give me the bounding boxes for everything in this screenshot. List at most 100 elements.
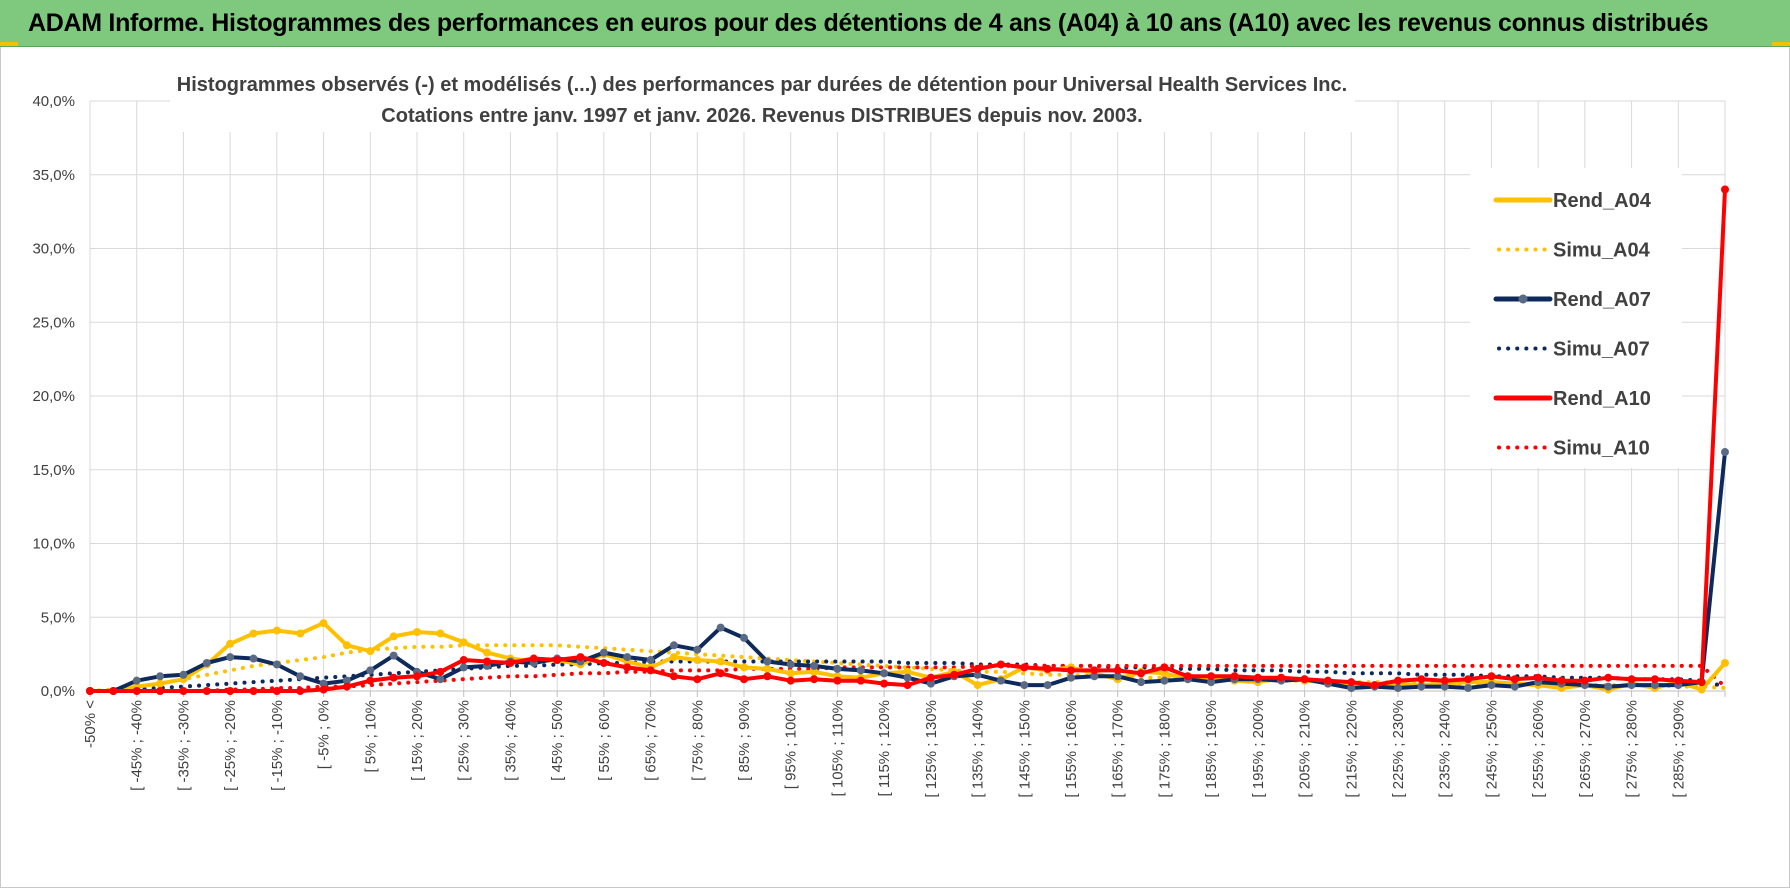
- data-point-rend-a10: [1090, 666, 1099, 675]
- data-point-rend-a04: [413, 628, 421, 636]
- legend-label-rend-a07: Rend_A07: [1553, 289, 1651, 311]
- x-tick-label: [ 75% ; 80%: [689, 700, 706, 781]
- data-point-rend-a07: [342, 676, 351, 685]
- data-point-rend-a10: [1674, 676, 1683, 685]
- data-point-rend-a10: [1370, 681, 1379, 690]
- chart-title-line1: Histogrammes observés (-) et modélisés (…: [177, 74, 1347, 96]
- data-point-rend-a10: [249, 687, 258, 695]
- data-point-rend-a10: [1207, 672, 1216, 681]
- data-point-rend-a04: [763, 664, 772, 673]
- data-point-rend-a10: [296, 687, 305, 695]
- data-point-rend-a07: [1510, 682, 1519, 691]
- data-point-rend-a10: [1253, 673, 1262, 682]
- data-point-rend-a10: [786, 676, 795, 685]
- x-tick-label: [ 185% ; 190%: [1203, 700, 1220, 798]
- data-point-rend-a10: [1440, 676, 1449, 685]
- x-tick-label: [ 205% ; 210%: [1297, 700, 1314, 798]
- data-point-rend-a10: [86, 687, 94, 695]
- data-point-rend-a10: [156, 687, 165, 695]
- data-point-rend-a07: [810, 661, 819, 670]
- data-point-rend-a10: [389, 673, 398, 682]
- banner-title: ADAM Informe. Histogrammes des performan…: [28, 9, 1709, 37]
- data-point-rend-a10: [903, 681, 912, 690]
- data-point-rend-a04: [693, 656, 702, 665]
- data-point-rend-a10: [1020, 663, 1029, 672]
- data-point-rend-a07: [179, 670, 188, 679]
- x-axis-ticks: -50% < [ -45% ; -40% [ -35% ; -30% [ -25% ;…: [82, 700, 1687, 798]
- x-tick-label: [ 235% ; 240%: [1437, 700, 1454, 798]
- x-tick-label: [ 255% ; 260%: [1530, 700, 1547, 798]
- data-point-rend-a10: [693, 675, 702, 684]
- x-tick-label: [ 135% ; 140%: [970, 700, 987, 798]
- data-point-rend-a07: [459, 663, 468, 672]
- data-point-rend-a07: [973, 670, 982, 679]
- x-tick-label: [ 85% ; 90%: [736, 700, 753, 781]
- data-point-rend-a10: [623, 663, 632, 672]
- y-tick-label: 35,0%: [32, 167, 75, 184]
- data-point-rend-a10: [1160, 663, 1169, 672]
- data-point-rend-a10: [366, 676, 375, 685]
- data-point-rend-a10: [553, 656, 562, 665]
- chart-title: Histogrammes observés (-) et modélisés (…: [170, 64, 1355, 132]
- data-point-rend-a04: [1721, 658, 1729, 667]
- x-tick-label: [ 55% ; 60%: [596, 700, 613, 781]
- data-point-rend-a07: [763, 657, 772, 666]
- data-point-rend-a04: [786, 669, 795, 678]
- x-tick-label: [ 35% ; 40%: [502, 700, 519, 781]
- data-point-rend-a10: [1697, 678, 1706, 687]
- x-tick-label: [ -45% ; -40%: [129, 700, 146, 791]
- data-point-rend-a10: [1394, 676, 1402, 685]
- series-line-simu-a10: [88, 663, 1727, 693]
- data-point-rend-a10: [973, 664, 982, 673]
- data-point-rend-a10: [483, 657, 492, 666]
- banner-corner-right: [1772, 42, 1790, 46]
- data-point-rend-a04: [1697, 685, 1706, 694]
- data-point-rend-a04: [366, 647, 375, 656]
- data-point-rend-a07: [226, 653, 235, 662]
- data-point-rend-a10: [763, 672, 772, 681]
- data-point-rend-a10: [599, 658, 608, 667]
- data-point-rend-a07: [1137, 678, 1146, 687]
- data-point-rend-a07: [366, 666, 375, 675]
- legend-label-rend-a10: Rend_A10: [1553, 388, 1651, 410]
- x-tick-label: [ 175% ; 180%: [1156, 700, 1173, 798]
- banner-corner-left: [0, 42, 18, 46]
- data-point-rend-a10: [109, 687, 118, 695]
- data-point-rend-a07: [1347, 684, 1356, 693]
- x-tick-label: [ 125% ; 130%: [923, 700, 940, 798]
- x-tick-label: [ 245% ; 250%: [1483, 700, 1500, 798]
- data-point-rend-a07: [1487, 681, 1496, 690]
- x-tick-label: [ 115% ; 120%: [876, 700, 893, 796]
- data-point-rend-a07: [926, 679, 935, 688]
- data-point-rend-a04: [319, 619, 328, 628]
- data-point-rend-a04: [716, 657, 725, 666]
- data-point-rend-a07: [249, 654, 258, 663]
- data-point-rend-a07: [202, 658, 211, 667]
- legend-label-simu-a04: Simu_A04: [1553, 240, 1651, 262]
- data-point-rend-a07: [996, 676, 1005, 685]
- legend-background: [1470, 168, 1682, 468]
- data-point-rend-a10: [436, 667, 445, 676]
- data-point-rend-a07: [1627, 681, 1636, 690]
- data-point-rend-a10: [1417, 675, 1426, 684]
- data-point-rend-a10: [1183, 672, 1192, 681]
- data-point-rend-a07: [1464, 684, 1473, 693]
- data-point-rend-a10: [576, 653, 585, 662]
- data-point-rend-a07: [272, 660, 281, 669]
- report-banner: ADAM Informe. Histogrammes des performan…: [0, 0, 1790, 47]
- data-point-rend-a10: [1557, 676, 1566, 685]
- data-point-rend-a07: [693, 645, 702, 654]
- x-tick-label: [ 145% ; 150%: [1016, 700, 1033, 798]
- data-point-rend-a07: [436, 675, 445, 684]
- data-point-rend-a10: [1113, 666, 1122, 675]
- y-tick-label: 30,0%: [32, 241, 75, 258]
- x-tick-label: [ -15% ; -10%: [269, 700, 286, 791]
- x-tick-label: [ 65% ; 70%: [643, 700, 660, 781]
- data-point-rend-a07: [1067, 673, 1075, 682]
- x-tick-label: [ 165% ; 170%: [1110, 700, 1127, 798]
- data-point-rend-a04: [810, 667, 819, 676]
- data-point-rend-a07: [1207, 678, 1216, 687]
- data-point-rend-a10: [1323, 676, 1332, 685]
- x-tick-label: [ 15% ; 20%: [409, 700, 426, 781]
- data-point-rend-a04: [272, 626, 281, 635]
